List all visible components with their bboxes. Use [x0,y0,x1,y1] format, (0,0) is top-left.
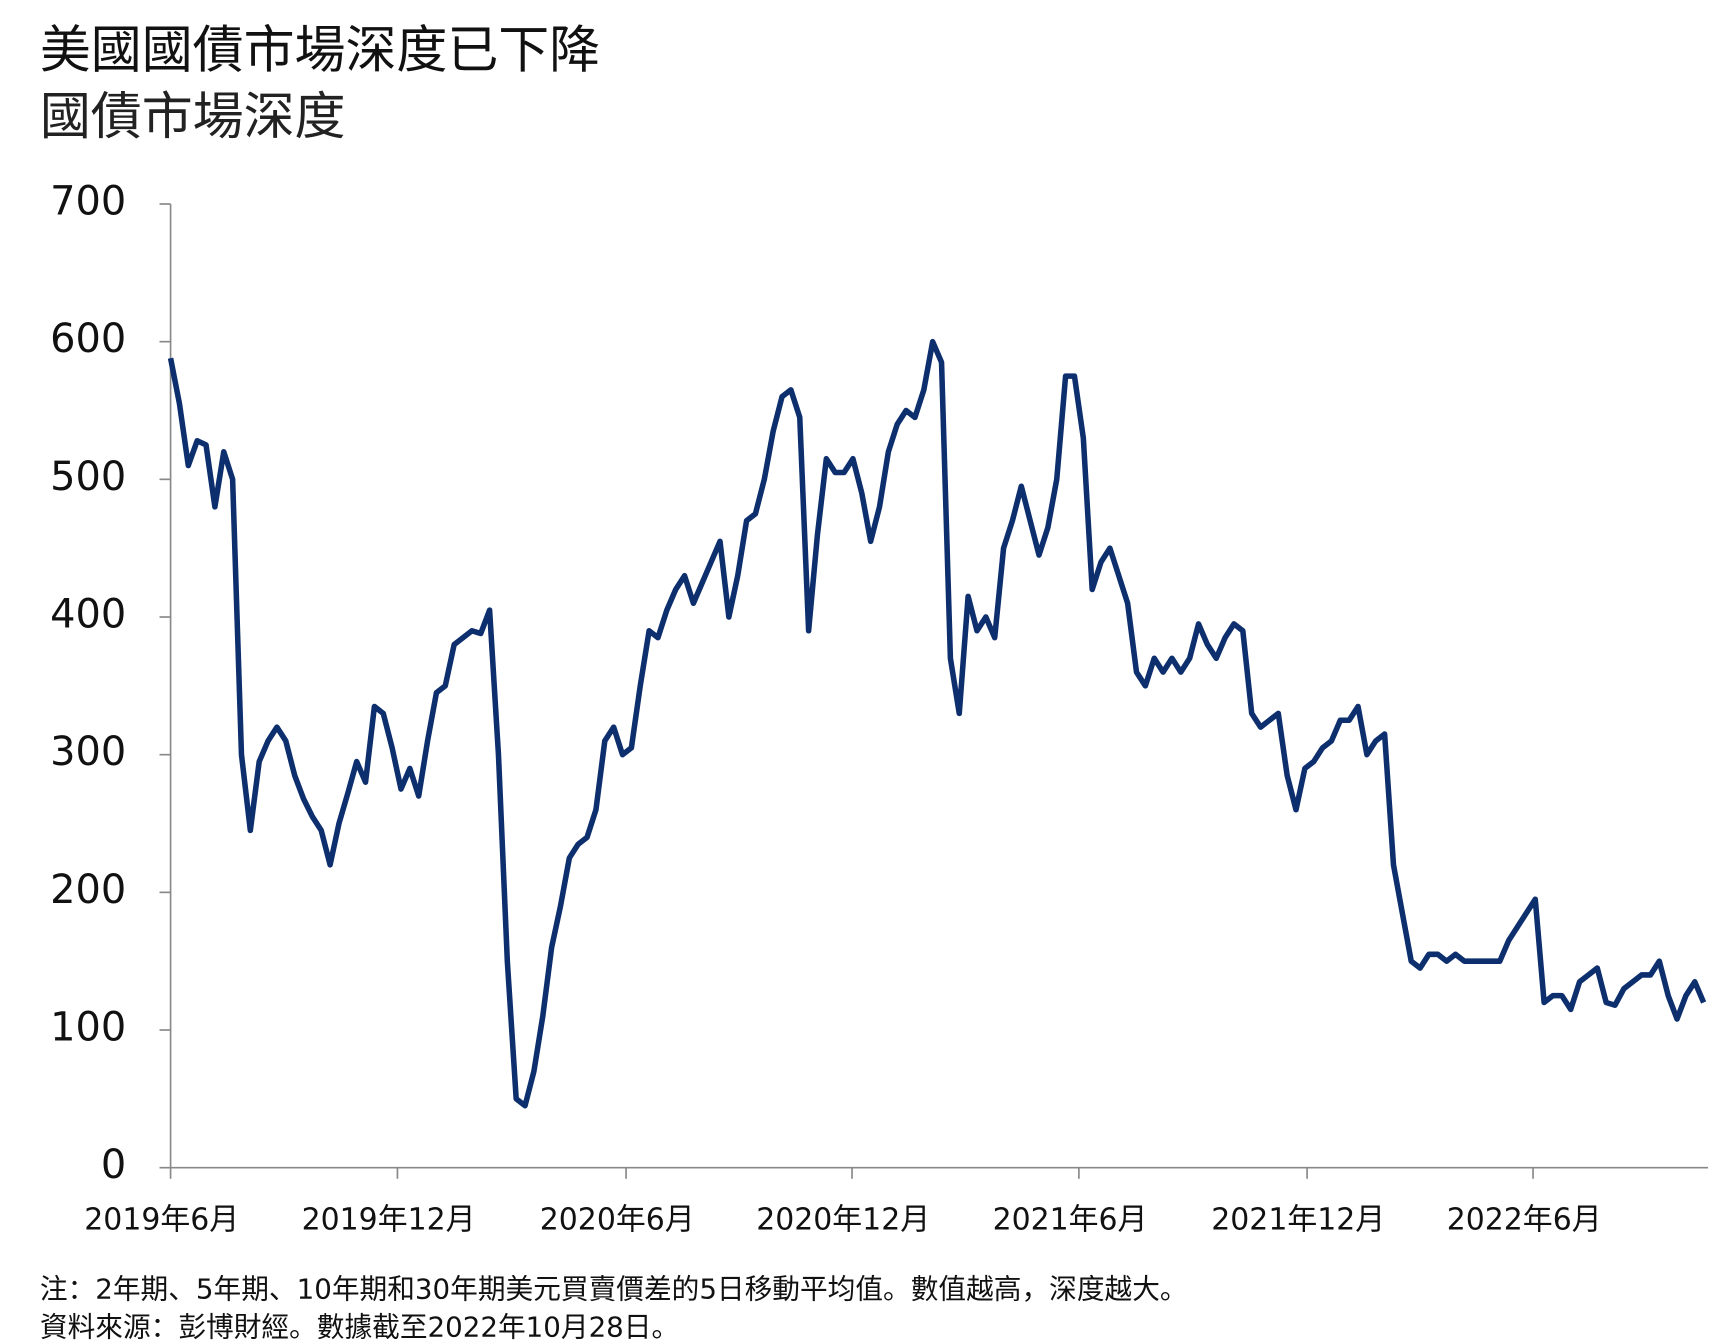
x-tick-label: 2020年6月 [540,1202,695,1237]
y-tick-label: 0 [101,1142,126,1188]
x-tick-label: 2022年6月 [1447,1202,1602,1237]
x-tick-label: 2021年6月 [993,1202,1148,1237]
y-tick-label: 300 [50,729,126,775]
data-line [167,338,1707,1109]
x-tick-label: 2019年12月 [302,1202,476,1237]
x-tick-label: 2019年6月 [84,1202,239,1237]
y-tick-label: 700 [50,179,126,225]
note: 注：2年期、5年期、10年期和30年期美元買賣價差的5日移動平均值。數值越高，深… [40,1273,1188,1306]
chart-title: 美國國債市場深度已下降 [40,21,600,80]
y-tick-label: 600 [50,316,126,362]
x-tick-label: 2021年12月 [1211,1202,1385,1237]
y-tick-label: 100 [50,1005,126,1051]
x-tick-label: 2020年12月 [756,1202,930,1237]
y-tick-label: 200 [50,867,126,913]
y-tick-label: 500 [50,454,126,500]
chart-subtitle: 國債市場深度 [40,88,346,147]
source-note: 資料來源：彭博財經。數據截至2022年10月28日。 [40,1310,679,1343]
y-tick-label: 400 [50,592,126,638]
